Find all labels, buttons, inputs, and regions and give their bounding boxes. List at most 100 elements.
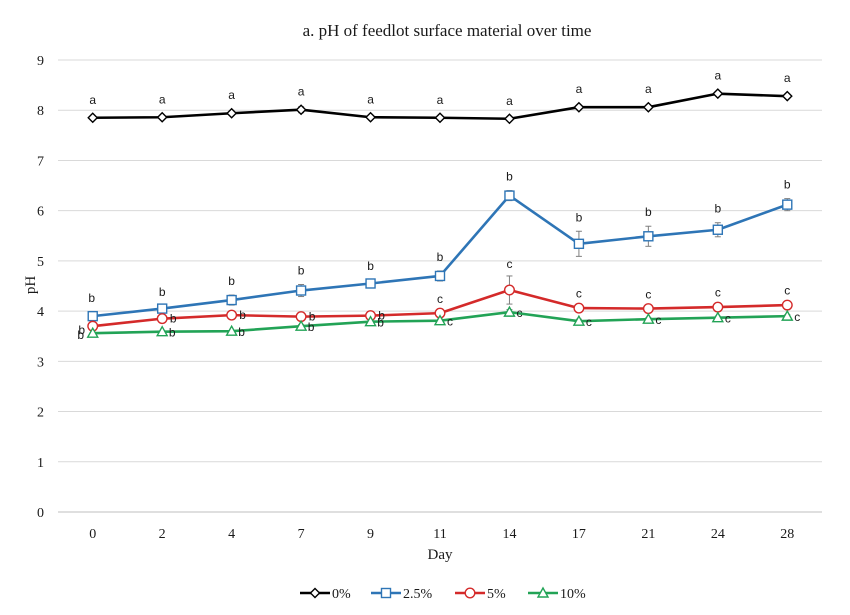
- significance-label: b: [506, 170, 513, 184]
- data-point: [642, 101, 654, 113]
- x-axis-ticks: 0 2 4 7 9 11 14 17 21 24 28: [89, 527, 794, 542]
- data-point: [156, 303, 168, 314]
- y-axis-title: pH: [23, 276, 39, 295]
- significance-label: a: [298, 85, 305, 99]
- x-tick-label: 0: [89, 527, 96, 542]
- significance-label: b: [170, 312, 177, 326]
- significance-label: c: [447, 315, 453, 329]
- significance-label: c: [725, 312, 731, 326]
- data-point: [365, 111, 377, 123]
- significance-label: b: [309, 310, 316, 324]
- legend-label: 2.5%: [403, 587, 433, 602]
- data-point: [504, 190, 515, 201]
- y-tick-label: 7: [37, 154, 44, 169]
- data-point: [712, 301, 724, 313]
- data-point: [226, 294, 237, 306]
- significance-label: b: [367, 259, 374, 273]
- data-point: [782, 199, 793, 210]
- data-point: [711, 311, 725, 323]
- x-tick-label: 21: [641, 527, 655, 542]
- significance-label: a: [784, 71, 791, 85]
- significance-label: c: [784, 284, 790, 298]
- data-point: [364, 315, 377, 327]
- y-tick-label: 4: [37, 305, 44, 320]
- x-tick-label: 4: [228, 527, 235, 542]
- x-tick-label: 28: [780, 527, 794, 542]
- legend: 0% 2.5% 5% 10%: [300, 586, 586, 602]
- x-tick-label: 9: [367, 527, 374, 542]
- data-point: [573, 238, 585, 250]
- significance-label: b: [77, 328, 84, 342]
- significance-label: a: [576, 82, 583, 96]
- significance-label: c: [576, 287, 582, 301]
- data-point: [226, 107, 238, 119]
- data-point: [781, 299, 793, 311]
- data-point: [294, 319, 308, 331]
- data-point: [573, 101, 585, 113]
- data-point: [295, 285, 307, 296]
- legend-marker: [536, 586, 550, 598]
- data-point: [155, 325, 169, 337]
- data-point: [87, 112, 99, 124]
- data-point: [712, 224, 724, 235]
- legend-item: 5%: [455, 587, 506, 602]
- series-0%: a a a a a a a a a a a: [87, 69, 793, 125]
- data-point: [295, 104, 307, 116]
- significance-label: c: [586, 315, 592, 329]
- data-point: [365, 278, 376, 289]
- significance-label: a: [714, 69, 721, 83]
- significance-label: b: [159, 285, 166, 299]
- data-point: [712, 88, 724, 100]
- series-2.5%: b b b b b b b b b b b: [87, 170, 793, 322]
- significance-label: b: [784, 178, 791, 192]
- significance-label: b: [78, 323, 85, 337]
- significance-label: b: [378, 309, 385, 323]
- data-point: [225, 324, 238, 336]
- significance-label: b: [714, 202, 721, 216]
- data-point: [643, 231, 654, 242]
- legend-item: 0%: [300, 587, 351, 602]
- legend-item: 10%: [528, 586, 586, 602]
- x-tick-label: 11: [433, 527, 446, 542]
- significance-label: a: [645, 82, 652, 96]
- y-axis-ticks: 0 1 2 3 4 5 6 7 8 9: [37, 54, 44, 521]
- data-point: [573, 302, 585, 314]
- data-point: [781, 90, 793, 102]
- significance-label: c: [645, 288, 651, 302]
- significance-label: c: [794, 310, 800, 324]
- y-tick-label: 3: [37, 355, 44, 370]
- significance-label: a: [89, 93, 96, 107]
- significance-label: a: [228, 88, 235, 102]
- y-tick-label: 9: [37, 54, 44, 69]
- x-tick-label: 7: [298, 527, 305, 542]
- x-axis-title: Day: [428, 547, 453, 563]
- significance-label: c: [437, 292, 443, 306]
- legend-marker: [380, 587, 392, 599]
- significance-label: b: [308, 320, 315, 334]
- significance-label: a: [506, 94, 513, 108]
- x-tick-label: 24: [711, 527, 725, 542]
- legend-marker: [309, 587, 321, 599]
- y-tick-label: 8: [37, 104, 44, 119]
- significance-label: a: [367, 92, 374, 106]
- data-point: [572, 314, 586, 326]
- x-tick-label: 14: [502, 527, 516, 542]
- x-tick-label: 2: [159, 527, 166, 542]
- significance-label: b: [576, 210, 583, 224]
- data-point: [781, 309, 794, 321]
- significance-label: c: [516, 306, 522, 320]
- data-point: [503, 305, 516, 317]
- data-point: [433, 314, 447, 326]
- significance-label: b: [298, 263, 305, 277]
- significance-label: b: [238, 325, 245, 339]
- data-point: [156, 111, 168, 123]
- data-point: [156, 313, 168, 325]
- data-point: [434, 112, 446, 124]
- legend-label: 10%: [560, 587, 586, 602]
- data-point: [87, 310, 98, 322]
- significance-label: a: [437, 93, 444, 107]
- legend-item: 2.5%: [371, 587, 433, 602]
- data-point: [503, 284, 515, 296]
